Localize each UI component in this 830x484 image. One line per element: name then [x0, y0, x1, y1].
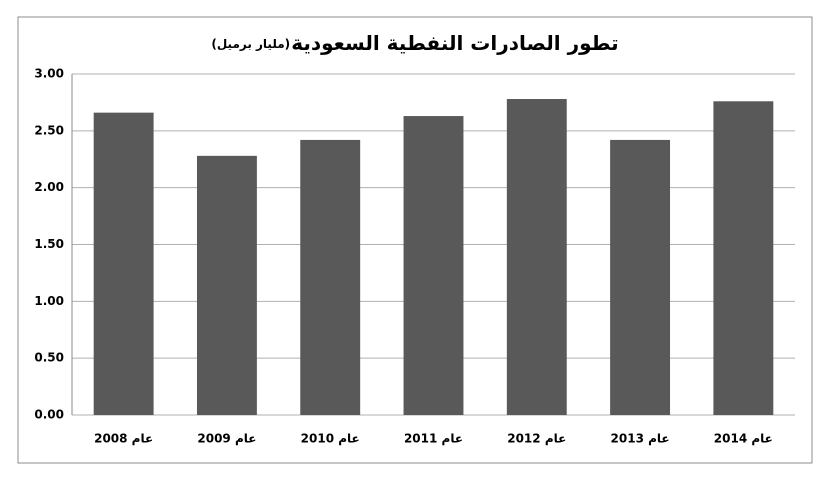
- x-tick-label: عام 2008: [94, 432, 153, 447]
- chart-title: تطور الصادرات النفطية السعودية: [291, 31, 618, 55]
- bar: [300, 139, 361, 415]
- x-tick-label: عام 2011: [404, 432, 463, 447]
- bar: [610, 139, 671, 415]
- y-tick-label: 0.00: [34, 408, 64, 422]
- x-tick-label: عام 2014: [714, 432, 773, 447]
- bar: [196, 155, 257, 415]
- bar: [403, 116, 464, 415]
- x-tick-label: عام 2010: [301, 432, 360, 447]
- bar: [506, 99, 567, 416]
- y-tick-label: 2.00: [34, 180, 64, 194]
- y-tick-label: 1.50: [34, 237, 64, 251]
- bar: [713, 101, 774, 415]
- chart-title-group: تطور الصادرات النفطية السعودية (مليار بر…: [211, 31, 618, 55]
- x-tick-label: عام 2009: [197, 432, 256, 447]
- y-tick-label: 0.50: [34, 351, 64, 365]
- bar: [93, 112, 154, 415]
- y-tick-label: 1.00: [34, 294, 64, 308]
- chart-subtitle: (مليار برميل): [211, 37, 290, 51]
- x-tick-label: عام 2013: [611, 432, 670, 447]
- y-tick-label: 3.00: [34, 67, 64, 81]
- x-tick-label: عام 2012: [507, 432, 566, 447]
- y-tick-label: 2.50: [34, 123, 64, 137]
